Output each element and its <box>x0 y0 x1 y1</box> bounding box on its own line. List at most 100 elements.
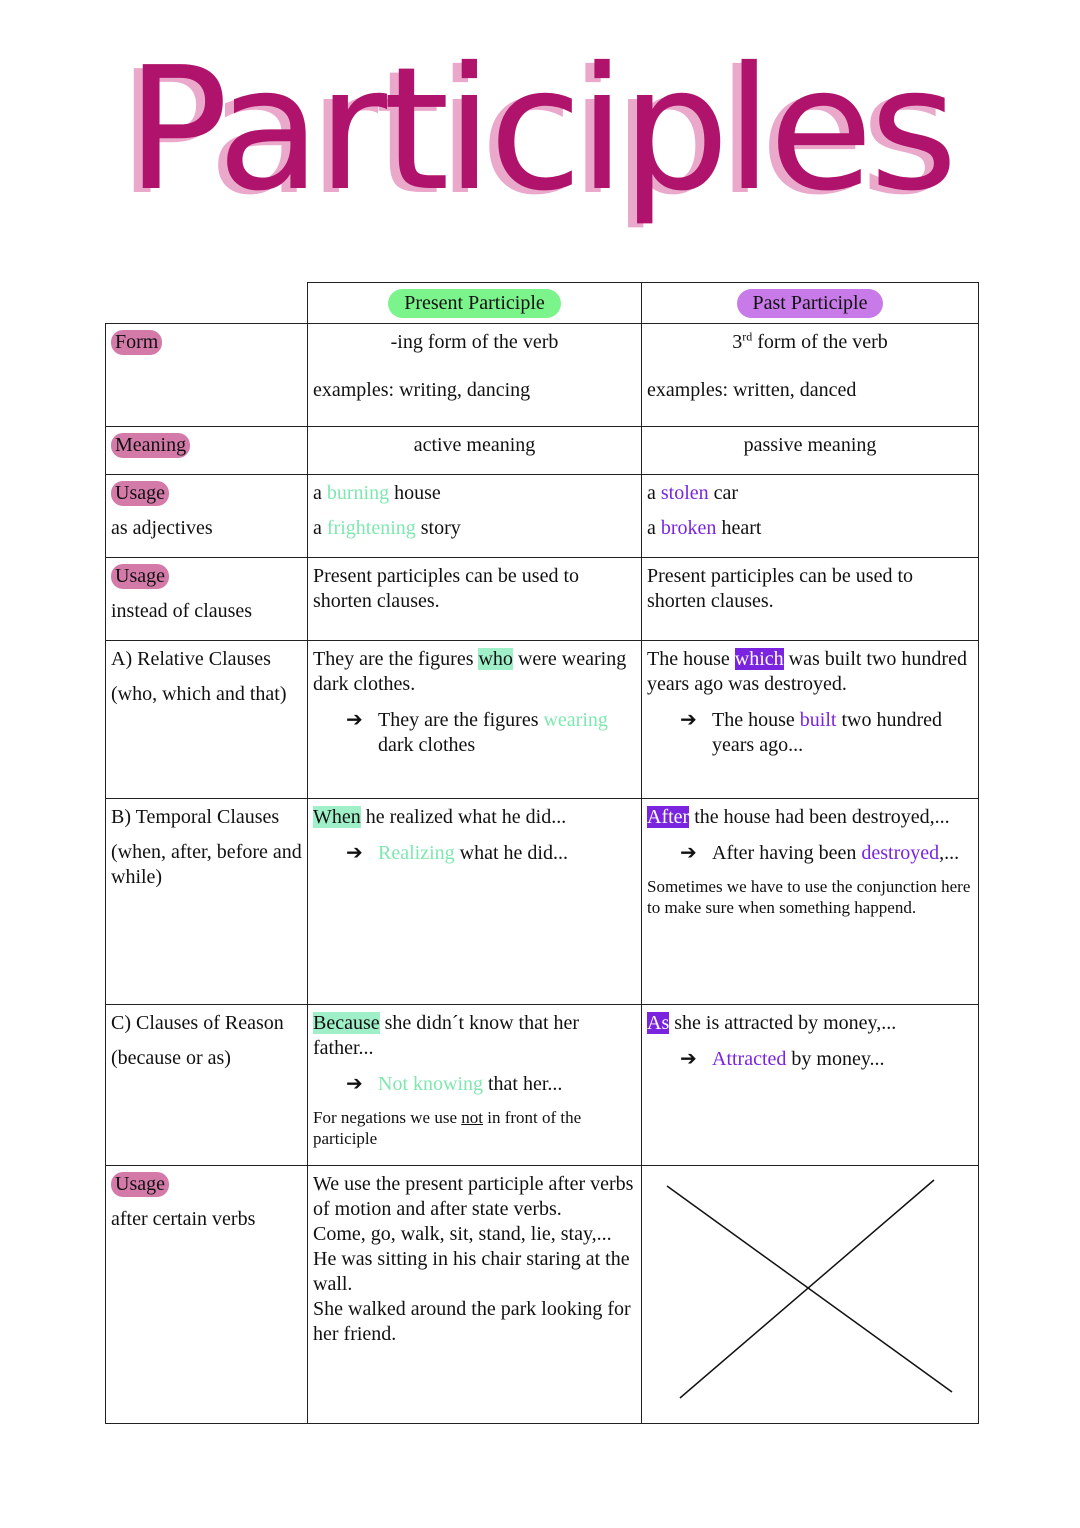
header-present: Present Participle <box>307 282 642 324</box>
text-segment: After having been <box>712 842 862 864</box>
paragraph: ➔ After having been destroyed,... <box>647 840 973 866</box>
page-title: Participles <box>126 31 958 229</box>
text-segment: Not knowing <box>378 1073 483 1095</box>
text-segment: she is attracted by money,... <box>669 1012 897 1034</box>
row-label: A) Relative Clauses (who, which and that) <box>105 640 308 799</box>
text-segment: house <box>389 482 441 504</box>
text-segment: They are the figures <box>313 648 479 670</box>
table-row: A) Relative Clauses (who, which and that)… <box>105 640 979 799</box>
text-segment: Realizing <box>378 842 455 864</box>
label-line: C) Clauses of Reason <box>111 1012 284 1034</box>
label-line: Usage <box>111 1172 302 1197</box>
text-segment: wearing <box>543 709 608 731</box>
paragraph: For negations we use not in front of the… <box>313 1107 636 1149</box>
text-segment: dark clothes <box>378 734 476 756</box>
arrow-right-icon: ➔ <box>680 1046 697 1070</box>
text-segment: destroyed <box>861 842 940 864</box>
text-segment: that her... <box>483 1073 563 1095</box>
text-segment: Attracted <box>712 1048 787 1070</box>
row-tag: Meaning <box>111 433 191 458</box>
header-row: Present Participle Past Participle <box>105 282 979 324</box>
text-segment: -ing form of the verb <box>390 331 559 353</box>
row-tag: Usage <box>111 481 169 506</box>
text-segment: the house had been destroyed,... <box>689 806 950 828</box>
text-segment: As <box>647 1012 670 1034</box>
paragraph: ➔ They are the figures wearing dark cloth… <box>313 707 636 758</box>
cross-mark <box>666 1179 953 1399</box>
label-line: (who, which and that) <box>111 683 287 705</box>
row-label: Usage after certain verbs <box>105 1165 308 1424</box>
text-segment: a <box>647 517 661 539</box>
text-segment: active meaning <box>413 434 536 456</box>
text-segment: story <box>415 517 461 539</box>
text-segment: Present participles can be used to short… <box>313 565 580 612</box>
empty-corner <box>105 282 308 324</box>
cell-present: Because she didn´t know that her father.… <box>307 1004 642 1166</box>
cell-past: passive meaning <box>641 426 979 475</box>
table-row: B) Temporal Clauses (when, after, before … <box>105 798 979 1005</box>
text-segment: For negations we use <box>313 1108 462 1127</box>
paragraph: a frightening story <box>313 516 636 541</box>
paragraph: When he realized what he did... <box>313 805 636 830</box>
paragraph: ➔ Realizing what he did... <box>313 840 636 866</box>
text-segment: examples: written, danced <box>647 379 857 401</box>
table-row: Form -ing form of the verb examples: writi… <box>105 323 979 427</box>
paragraph: -ing form of the verb <box>313 330 636 355</box>
table-row: C) Clauses of Reason (because or as) Becau… <box>105 1004 979 1166</box>
paragraph: As she is attracted by money,... <box>647 1011 973 1036</box>
text-segment: passive meaning <box>743 434 877 456</box>
paragraph: Present participles can be used to short… <box>313 564 636 614</box>
paragraph: a broken heart <box>647 516 973 541</box>
cell-past: a stolen car a broken heart <box>641 474 979 558</box>
cell-present: a burning house a frightening story <box>307 474 642 558</box>
present-participle-pill: Present Participle <box>388 288 561 318</box>
text-segment: frightening <box>326 517 416 539</box>
text-segment: were wearing dark clothes. <box>313 648 627 695</box>
label-line: (when, after, before and while) <box>111 841 302 888</box>
cell-past: Present participles can be used to short… <box>641 557 979 641</box>
text-segment: The house <box>712 709 800 731</box>
text-segment: stolen <box>660 482 709 504</box>
text-segment: who <box>478 648 513 670</box>
past-participle-pill: Past Participle <box>736 288 884 318</box>
paragraph: After the house had been destroyed,... <box>647 805 973 830</box>
cell-past: After the house had been destroyed,... ➔ A… <box>641 798 979 1005</box>
paragraph: The house which was built two hundred ye… <box>647 647 973 697</box>
text-segment: in front of the participle <box>313 1108 582 1148</box>
cell-present: active meaning <box>307 426 642 475</box>
paragraph: Come, go, walk, sit, stand, lie, stay,..… <box>313 1222 636 1247</box>
text-segment: 3 <box>732 331 743 353</box>
text-segment: After <box>647 806 690 828</box>
paragraph: ➔ The house built two hundred years ago..… <box>647 707 973 758</box>
label-line: as adjectives <box>111 517 213 539</box>
text-segment: Come, go, walk, sit, stand, lie, stay,..… <box>313 1223 612 1245</box>
row-label: B) Temporal Clauses (when, after, before … <box>105 798 308 1005</box>
text-segment: burning <box>326 482 390 504</box>
text-segment: he realized what he did... <box>360 806 567 828</box>
row-label: Usage as adjectives <box>105 474 308 558</box>
cell-past: 3rd form of the verb examples: written, d… <box>641 323 979 427</box>
text-segment: Because <box>313 1012 380 1034</box>
text-segment: not <box>461 1108 483 1127</box>
header-past: Past Participle <box>641 282 979 324</box>
label-line: after certain verbs <box>111 1208 256 1230</box>
text-segment: by money... <box>786 1048 885 1070</box>
paragraph: examples: written, danced <box>647 378 973 403</box>
arrow-right-icon: ➔ <box>680 840 697 864</box>
text-segment: built <box>799 709 837 731</box>
row-label: C) Clauses of Reason (because or as) <box>105 1004 308 1166</box>
cell-present: We use the present participle after verb… <box>307 1165 642 1424</box>
paragraph: ➔ Not knowing that her... <box>313 1071 636 1097</box>
label-line: Form <box>111 330 302 355</box>
text-segment: a <box>647 482 661 504</box>
row-tag: Form <box>111 330 163 355</box>
arrow-right-icon: ➔ <box>346 840 363 864</box>
paragraph: examples: writing, dancing <box>313 378 636 403</box>
text-segment: examples: writing, dancing <box>313 379 531 401</box>
label-line: Meaning <box>111 433 302 458</box>
text-segment: He was sitting in his chair staring at t… <box>313 1248 630 1295</box>
arrow-right-icon: ➔ <box>346 1071 363 1095</box>
cell-present: -ing form of the verb examples: writing, … <box>307 323 642 427</box>
paragraph: We use the present participle after verb… <box>313 1172 636 1222</box>
text-segment: Sometimes we have to use the conjunction… <box>647 877 971 917</box>
